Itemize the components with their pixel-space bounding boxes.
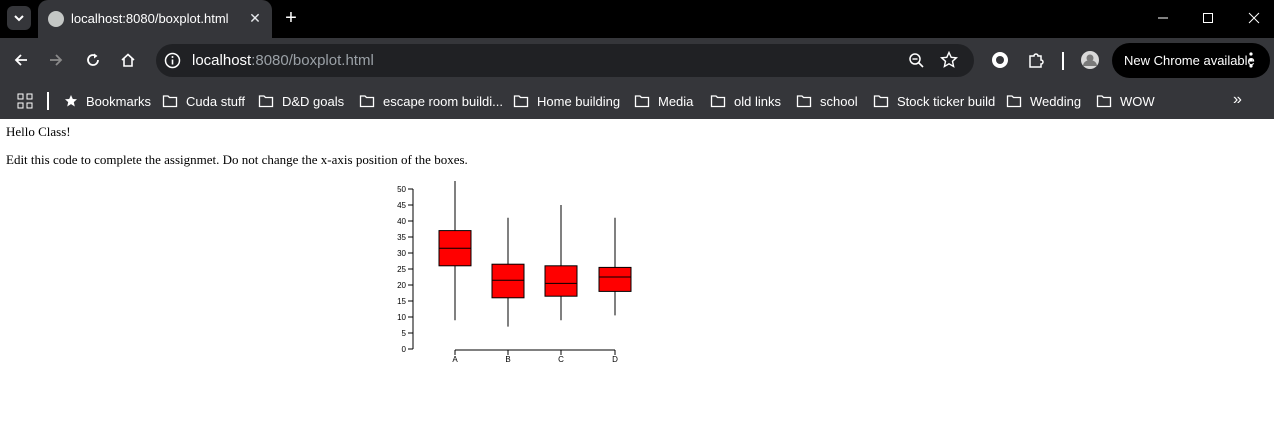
maximize-icon[interactable] [1196, 8, 1220, 28]
folder-icon [1096, 95, 1112, 108]
box-b [491, 263, 525, 299]
bookmark-6[interactable]: old links [710, 91, 781, 111]
forward-icon[interactable] [45, 49, 67, 71]
x-tick-label: A [452, 355, 458, 364]
bookmark-label: Stock ticker build [897, 93, 996, 109]
bookmark-label: Wedding [1030, 93, 1082, 109]
info-icon[interactable] [164, 52, 181, 69]
tab-bar: localhost:8080/boxplot.html ✕ + [0, 0, 1274, 38]
avatar[interactable] [1080, 50, 1100, 70]
bookmarks-bar: Bookmarks Cuda stuff D&D goals escape room … [0, 83, 1274, 119]
star-icon [65, 95, 77, 107]
y-tick-label: 45 [397, 201, 406, 210]
y-tick-label: 5 [402, 329, 407, 338]
x-tick-label: C [558, 355, 564, 364]
y-tick-label: 10 [397, 313, 406, 322]
active-tab[interactable]: localhost:8080/boxplot.html ✕ [38, 0, 272, 38]
url-text[interactable]: localhost:8080/boxplot.html [192, 52, 374, 69]
bookmark-2[interactable]: D&D goals [258, 91, 344, 111]
address-bar[interactable]: localhost:8080/boxplot.html [156, 44, 974, 77]
bookmark-star-icon[interactable] [940, 51, 958, 69]
boxplot-chart: 0 5 10 15 20 25 30 35 40 45 50 A B C D [397, 181, 632, 364]
toolbar-divider [1062, 52, 1064, 70]
box-c [544, 265, 578, 297]
minimize-icon[interactable] [1151, 8, 1175, 28]
back-icon[interactable] [10, 49, 32, 71]
new-tab-button[interactable]: + [285, 6, 297, 29]
bookmark-5[interactable]: Media [634, 91, 693, 111]
folder-icon [873, 95, 889, 108]
zoom-icon[interactable] [908, 52, 925, 69]
bookmark-0[interactable]: Bookmarks [64, 91, 151, 111]
globe-icon [48, 11, 64, 27]
folder-icon [1006, 95, 1022, 108]
instructions-text: Edit this code to complete the assignmet… [6, 152, 468, 167]
page-content: Hello Class! Edit this code to complete … [0, 119, 1274, 433]
chevron-right-icon[interactable]: » [1233, 91, 1242, 108]
home-icon[interactable] [117, 49, 139, 71]
reload-icon[interactable] [82, 49, 104, 71]
apps-grid-icon[interactable] [17, 93, 33, 109]
close-window-icon[interactable] [1242, 8, 1266, 28]
bookmark-label: school [820, 93, 858, 109]
chevron-down-icon [14, 15, 24, 22]
bookmark-4[interactable]: Home building [513, 91, 620, 111]
y-tick-label: 20 [397, 281, 406, 290]
bookmark-label: WOW [1120, 93, 1155, 109]
folder-icon [634, 95, 650, 108]
y-tick-label: 15 [397, 297, 406, 306]
folder-icon [513, 95, 529, 108]
more-vert-icon [1249, 52, 1253, 68]
toolbar: localhost:8080/boxplot.html New Chrome a… [0, 38, 1274, 83]
box-d [598, 266, 632, 292]
browser-chrome: localhost:8080/boxplot.html ✕ + localhos… [0, 0, 1274, 119]
folder-icon [359, 95, 375, 108]
folder-icon [796, 95, 812, 108]
folder-icon [710, 95, 726, 108]
y-tick-label: 25 [397, 265, 406, 274]
y-tick-label: 30 [397, 249, 406, 258]
bookmarks-divider [47, 92, 49, 110]
bookmark-label: Home building [537, 93, 621, 109]
bookmark-10[interactable]: WOW [1096, 91, 1155, 111]
x-tick-label: B [505, 355, 510, 364]
folder-icon [258, 95, 274, 108]
y-tick-label: 0 [402, 345, 407, 354]
tab-search-button[interactable] [7, 6, 31, 30]
bookmark-label: escape room buildi... [383, 93, 503, 109]
y-tick-label: 50 [397, 185, 406, 194]
bookmark-7[interactable]: school [796, 91, 858, 111]
folder-icon [162, 95, 178, 108]
new-chrome-available-button[interactable]: New Chrome available [1112, 43, 1270, 78]
greeting-text: Hello Class! [6, 124, 71, 139]
bookmark-label: Bookmarks [86, 93, 152, 109]
bookmark-label: Media [658, 93, 694, 109]
bookmark-label: old links [734, 93, 781, 109]
bookmark-9[interactable]: Wedding [1006, 91, 1081, 111]
y-tick-label: 35 [397, 233, 406, 242]
x-tick-label: D [612, 355, 618, 364]
puzzle-icon[interactable] [1026, 50, 1046, 70]
bookmark-8[interactable]: Stock ticker build [873, 91, 995, 111]
bookmark-3[interactable]: escape room buildi... [359, 91, 503, 111]
bookmark-1[interactable]: Cuda stuff [162, 91, 245, 111]
close-tab-icon[interactable]: ✕ [249, 9, 261, 26]
y-tick-label: 40 [397, 217, 406, 226]
bookmark-label: Cuda stuff [186, 93, 246, 109]
bookmark-label: D&D goals [282, 93, 345, 109]
tab-title: localhost:8080/boxplot.html [71, 11, 229, 26]
extension-icon[interactable] [990, 50, 1010, 70]
